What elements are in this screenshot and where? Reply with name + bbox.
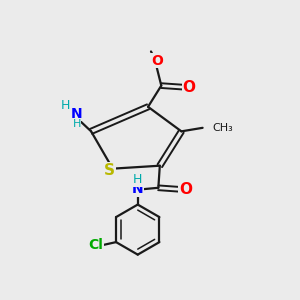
Text: H: H xyxy=(73,119,81,129)
Text: N: N xyxy=(70,107,82,121)
Text: O: O xyxy=(151,54,163,68)
Text: H: H xyxy=(133,173,142,186)
Text: CH₃: CH₃ xyxy=(212,123,233,133)
Text: O: O xyxy=(179,182,192,197)
Text: S: S xyxy=(104,163,115,178)
Text: Cl: Cl xyxy=(88,238,103,252)
Text: O: O xyxy=(182,80,196,94)
Text: H: H xyxy=(61,99,70,112)
Text: N: N xyxy=(132,182,143,196)
